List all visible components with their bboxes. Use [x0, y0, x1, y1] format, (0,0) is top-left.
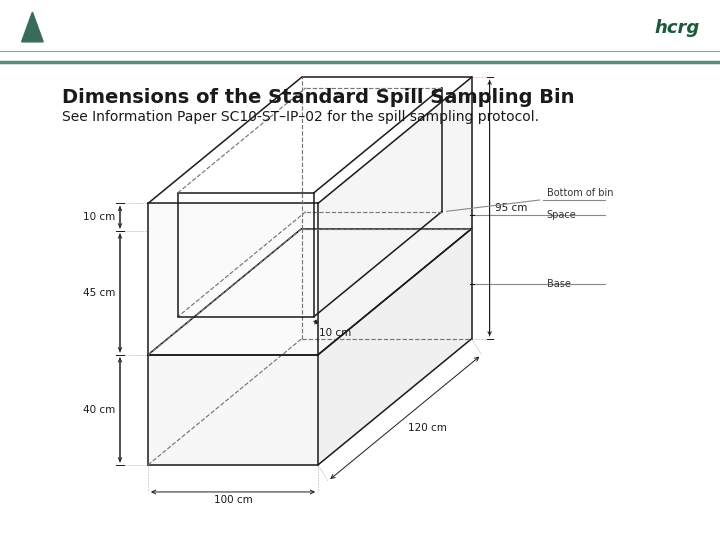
Text: 10 cm: 10 cm: [319, 328, 351, 338]
Text: 100 cm: 100 cm: [214, 495, 253, 505]
Text: Space: Space: [546, 210, 576, 220]
Polygon shape: [148, 204, 318, 355]
Polygon shape: [318, 228, 472, 465]
Polygon shape: [318, 77, 472, 355]
Polygon shape: [148, 228, 472, 355]
Polygon shape: [148, 355, 318, 465]
Text: Dimensions of the Standard Spill Sampling Bin: Dimensions of the Standard Spill Samplin…: [62, 87, 575, 106]
Text: hcrg: hcrg: [654, 19, 700, 37]
Text: Base: Base: [546, 279, 570, 289]
Text: See Information Paper SC10-ST–IP–02 for the spill sampling protocol.: See Information Paper SC10-ST–IP–02 for …: [62, 110, 539, 124]
Text: 45 cm: 45 cm: [83, 288, 115, 298]
Circle shape: [0, 4, 263, 47]
Text: 95 cm: 95 cm: [495, 203, 527, 213]
Text: 120 cm: 120 cm: [408, 423, 446, 433]
Text: Bottom of bin: Bottom of bin: [546, 187, 613, 198]
Text: 10 cm: 10 cm: [83, 212, 115, 222]
Polygon shape: [22, 12, 43, 42]
Text: 40 cm: 40 cm: [83, 405, 115, 415]
